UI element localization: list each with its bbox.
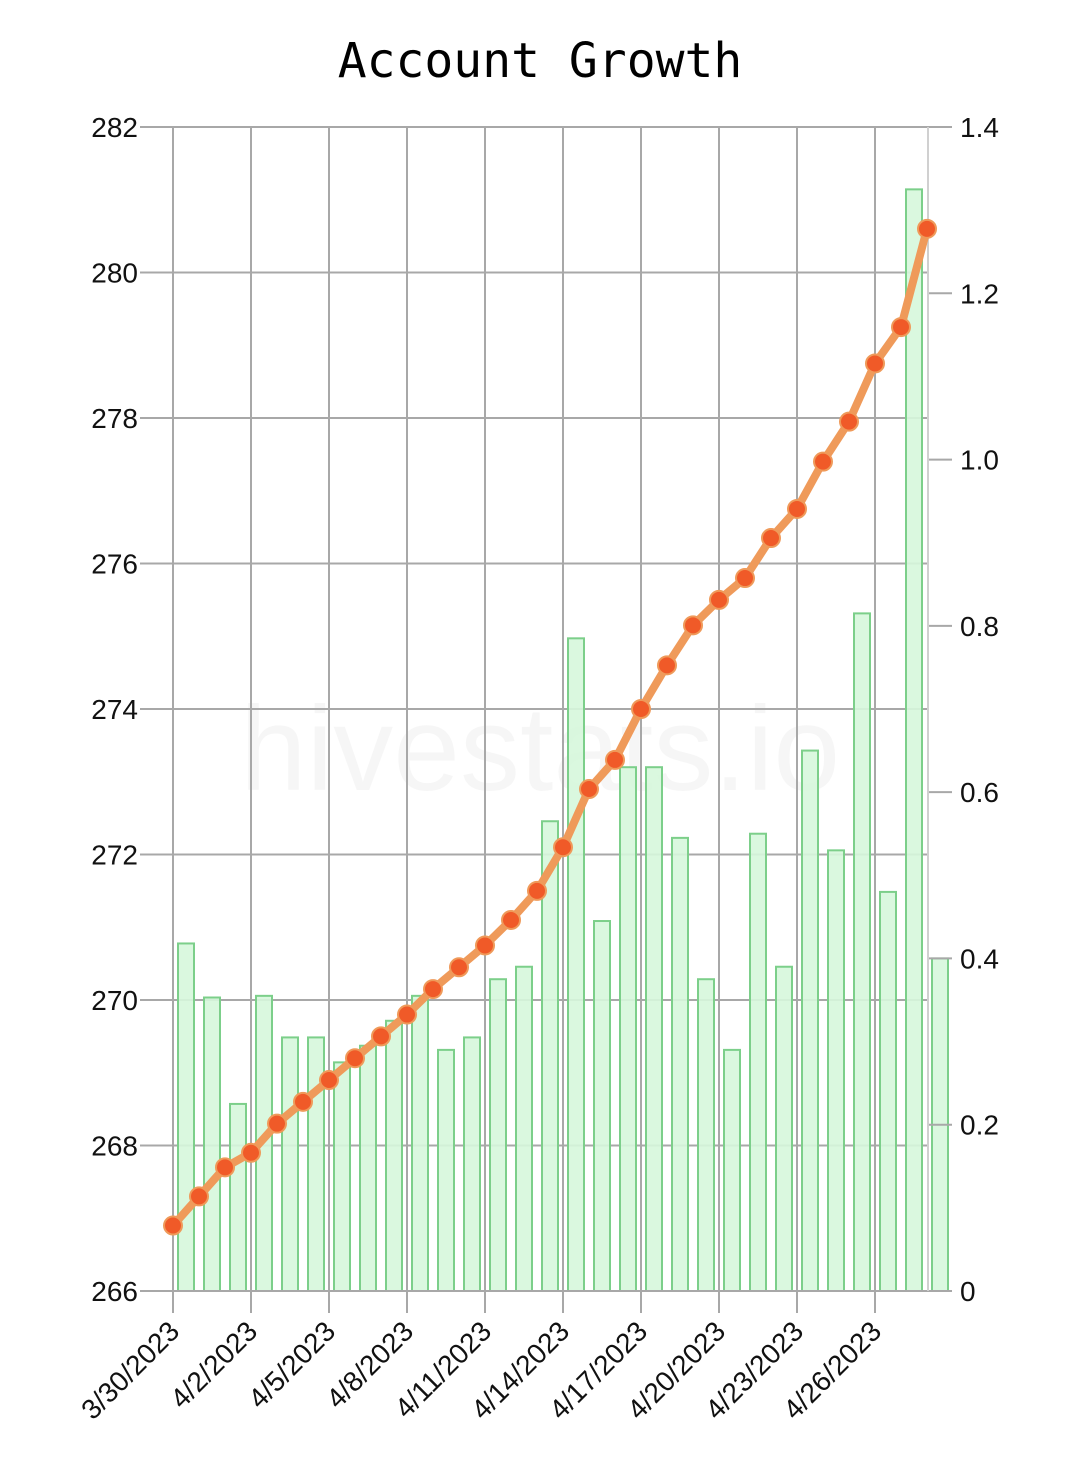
bar: [229, 1102, 247, 1293]
bar: [593, 920, 611, 1292]
bar: [567, 637, 585, 1292]
bar: [645, 766, 663, 1292]
y-left-tick-label: 266: [91, 1276, 138, 1307]
y-left-tick-label: 274: [91, 694, 138, 725]
y-left-tick-label: 276: [91, 549, 138, 580]
chart-title: Account Growth: [338, 33, 743, 89]
data-point: [865, 353, 885, 374]
bar: [619, 766, 637, 1292]
data-point: [501, 909, 521, 930]
data-point: [267, 1113, 287, 1134]
bar: [177, 942, 195, 1292]
bar: [463, 1036, 481, 1293]
data-point: [215, 1157, 235, 1178]
data-point: [683, 615, 703, 636]
grid: [148, 126, 928, 1292]
data-point: [527, 880, 547, 901]
y-left-tick-label: 270: [91, 985, 138, 1016]
data-point: [839, 411, 859, 432]
data-point: [449, 957, 469, 978]
data-point: [917, 218, 937, 239]
y-left-tick-label: 278: [91, 403, 138, 434]
y-left-tick-label: 280: [91, 258, 138, 289]
bar: [671, 836, 689, 1292]
y-right-tick-label: 1.2: [960, 278, 999, 309]
data-point: [371, 1026, 391, 1047]
data-point: [345, 1048, 365, 1069]
bar: [281, 1036, 299, 1293]
data-point: [475, 935, 495, 956]
y-right-tick-label: 1.0: [960, 445, 999, 476]
y-left-tick-label: 268: [91, 1131, 138, 1162]
bar: [723, 1048, 741, 1293]
data-point: [709, 589, 729, 610]
bar: [801, 749, 819, 1292]
bar: [879, 890, 897, 1293]
data-point: [397, 1004, 417, 1025]
bar: [697, 978, 715, 1292]
data-point: [293, 1091, 313, 1112]
data-point: [423, 979, 443, 1000]
bar: [489, 978, 507, 1292]
y-left-tick-label: 272: [91, 840, 138, 871]
bar: [749, 832, 767, 1292]
data-point: [189, 1186, 209, 1207]
data-point: [813, 451, 833, 472]
line-series: [163, 218, 937, 1236]
data-point: [761, 528, 781, 549]
y-right-tick-label: 0.8: [960, 611, 999, 642]
y-right-tick-label: 0.6: [960, 777, 999, 808]
data-point: [657, 655, 677, 676]
bar: [203, 996, 221, 1293]
y-right-tick-label: 0: [960, 1276, 976, 1307]
bar: [515, 965, 533, 1292]
data-point: [631, 699, 651, 719]
bar: [333, 1061, 351, 1293]
bar: [775, 965, 793, 1292]
bar: [853, 612, 871, 1292]
bar-series: [177, 188, 949, 1293]
bar: [437, 1048, 455, 1293]
data-point: [605, 749, 625, 770]
data-point: [787, 498, 807, 519]
bar: [905, 188, 923, 1292]
data-point: [319, 1070, 339, 1091]
bar: [385, 1019, 403, 1292]
y-left-tick-label: 282: [91, 112, 138, 143]
data-point: [163, 1215, 183, 1236]
bar: [411, 994, 429, 1292]
data-point: [891, 317, 911, 338]
x-tick-label: 3/30/2023: [75, 1315, 185, 1425]
y-right-tick-label: 0.2: [960, 1110, 999, 1141]
data-point: [579, 779, 599, 800]
data-point: [735, 568, 755, 589]
data-point: [241, 1142, 261, 1163]
y-right-tick-label: 1.4: [960, 112, 999, 143]
y-right-tick-label: 0.4: [960, 943, 999, 974]
bar: [827, 849, 845, 1292]
bar: [359, 1044, 377, 1292]
data-point: [553, 837, 573, 858]
